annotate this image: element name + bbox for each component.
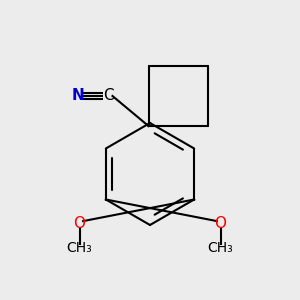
Text: N: N [72,88,84,104]
Text: CH₃: CH₃ [67,241,92,254]
Text: CH₃: CH₃ [208,241,233,254]
Text: C: C [103,88,113,104]
Text: O: O [74,216,86,231]
Text: O: O [214,216,226,231]
